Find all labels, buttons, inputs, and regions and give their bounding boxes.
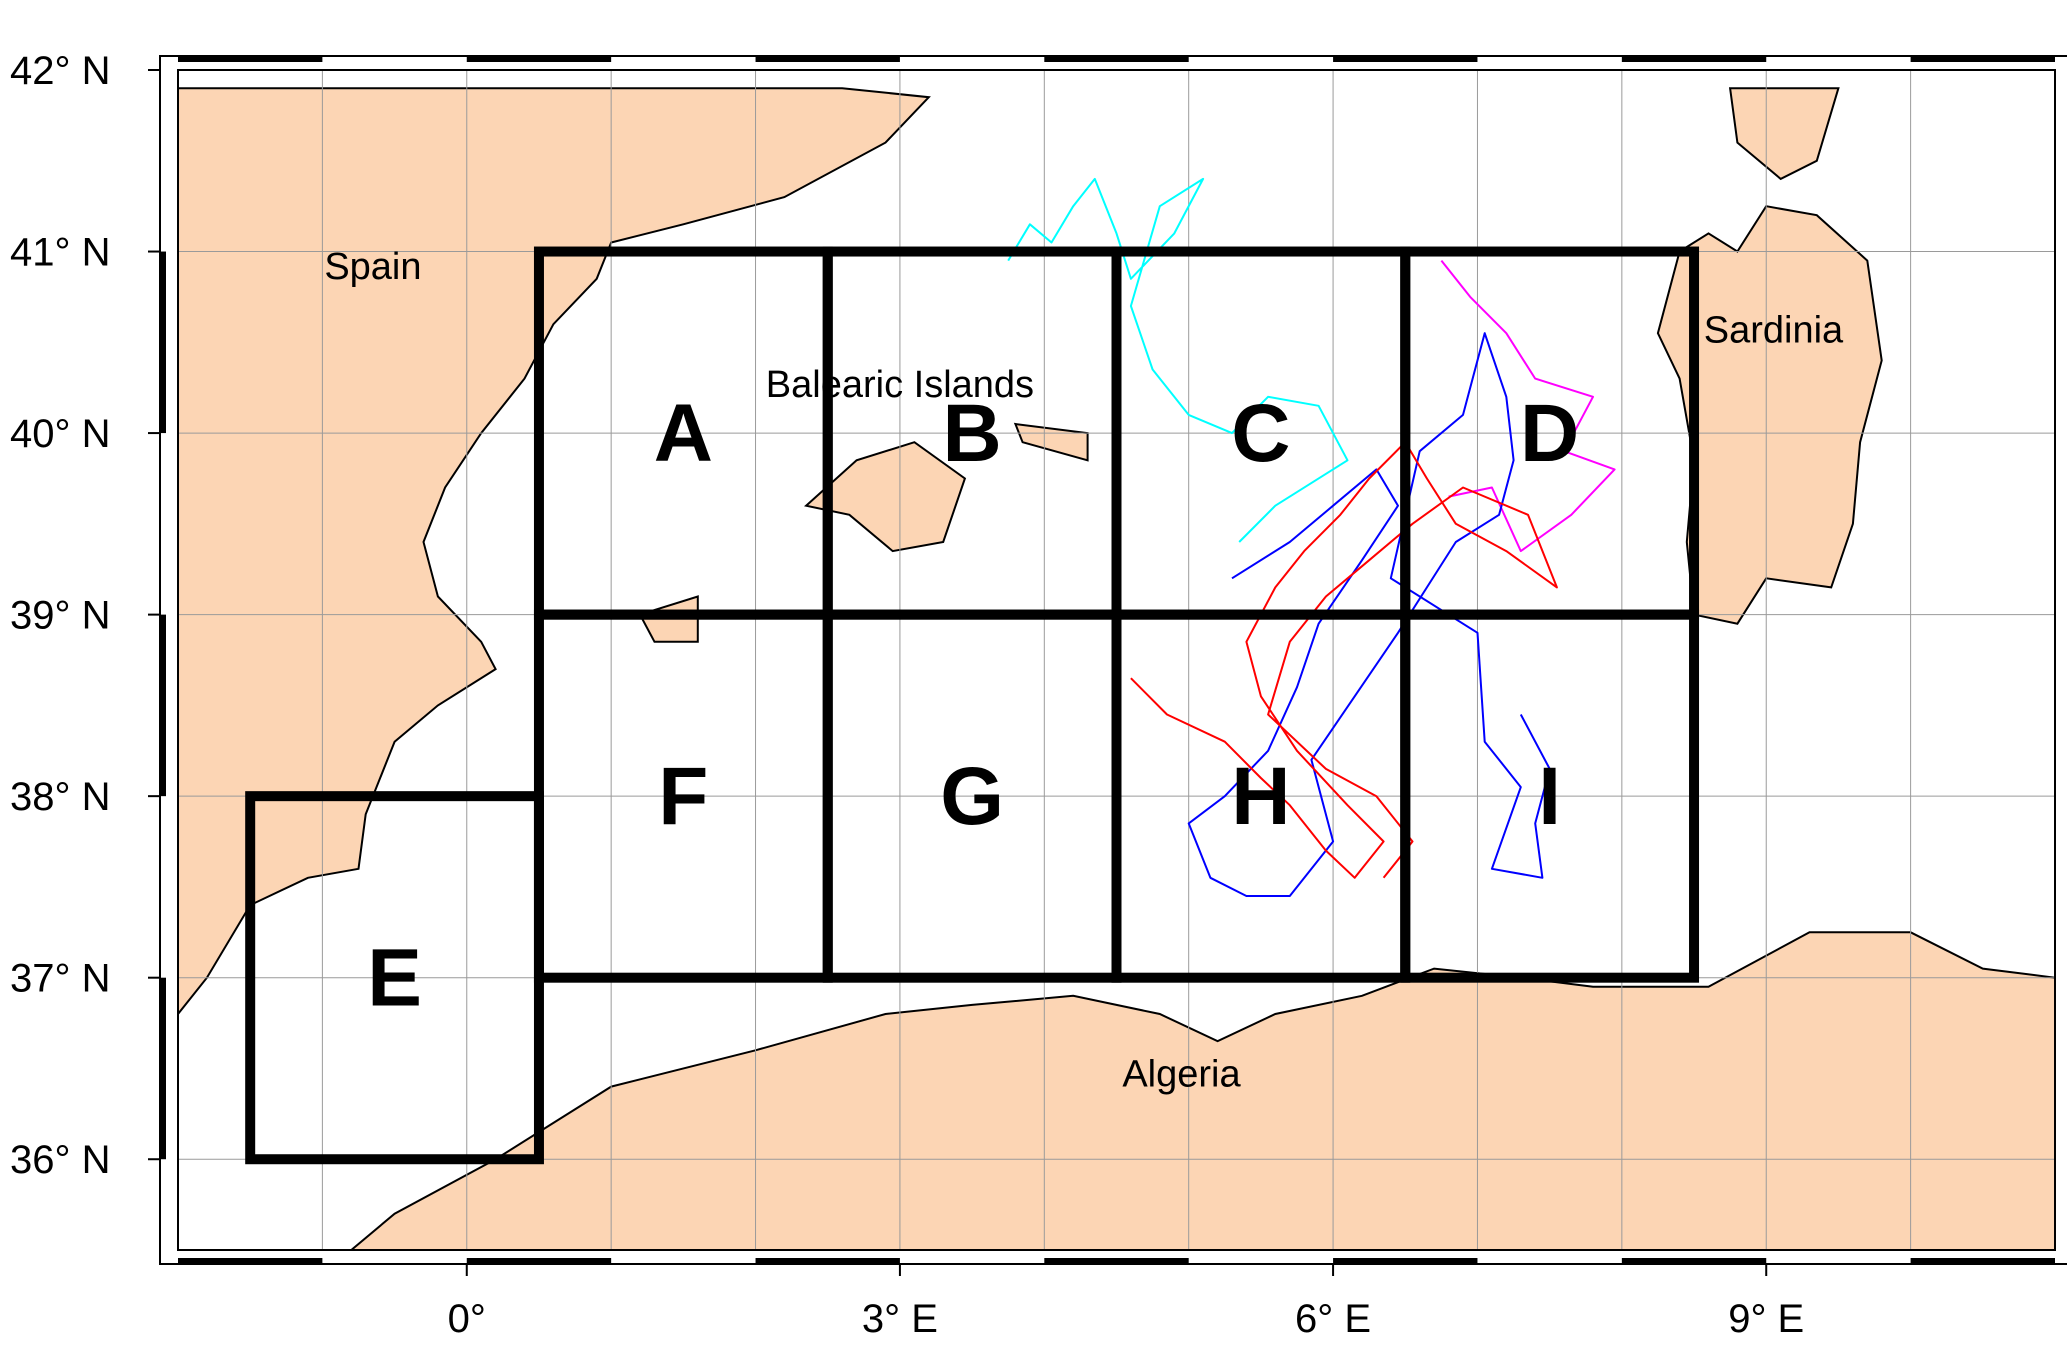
- lat-tick-label: 36° N: [10, 1138, 111, 1182]
- region-box-i: [1400, 609, 1700, 983]
- frame-bar: [160, 251, 166, 434]
- corsica-tip: [1728, 87, 1840, 181]
- region-label-c: C: [1231, 388, 1290, 479]
- frame-bar: [1910, 56, 2055, 62]
- drifter-track-2: [1440, 259, 1616, 553]
- region-label-i: I: [1538, 751, 1561, 842]
- lat-tick-label: 40° N: [10, 412, 111, 456]
- frame-bar: [1910, 1258, 2055, 1264]
- lon-tick-label: 0°: [448, 1297, 486, 1341]
- drifter-track-1: [1007, 177, 1349, 543]
- lat-tick-label: 42° N: [10, 49, 111, 93]
- frame-bar: [1333, 56, 1478, 62]
- frame-bar: [466, 56, 612, 62]
- region-label-d: D: [1520, 388, 1579, 479]
- menorca: [1013, 422, 1089, 462]
- lon-tick-label: 9° E: [1728, 1297, 1804, 1341]
- frame-bar: [1333, 1258, 1478, 1264]
- frame-bar: [1621, 56, 1767, 62]
- land-layer: [178, 87, 2055, 1250]
- region-boxes: A B C D E F G H I: [245, 246, 1700, 1165]
- lon-tick-label: 6° E: [1295, 1297, 1371, 1341]
- map-frame: [159, 55, 2067, 1265]
- spain-coast: [178, 87, 931, 1016]
- labels: 36° N 37° N 38° N 39° N 40° N 41° N 42° N 0° 3° …: [10, 49, 1844, 1341]
- region-label-g: G: [940, 751, 1004, 842]
- frame-bar: [466, 1258, 612, 1264]
- drifter-track-3: [1187, 332, 1551, 897]
- frame-bar: [178, 1258, 323, 1264]
- region-label-b: B: [943, 388, 1002, 479]
- frame-bar: [160, 977, 166, 1160]
- frame-inner: [177, 69, 2056, 1251]
- frame-bar: [1621, 1258, 1767, 1264]
- place-label-algeria: Algeria: [1122, 1054, 1241, 1096]
- region-label-h: H: [1231, 751, 1290, 842]
- lat-tick-label: 39° N: [10, 594, 111, 638]
- place-label-balearic-islands: Balearic Islands: [766, 364, 1034, 406]
- frame-bar: [1044, 56, 1189, 62]
- drifter-tracks: [1007, 177, 1616, 897]
- place-label-spain: Spain: [324, 246, 421, 288]
- lat-tick-label: 41° N: [10, 231, 111, 275]
- africa-coast: [349, 931, 2055, 1250]
- lat-tick-label: 38° N: [10, 775, 111, 819]
- frame-bar: [178, 56, 323, 62]
- place-label-sardinia: Sardinia: [1704, 309, 1844, 351]
- lon-tick-label: 3° E: [862, 1297, 938, 1341]
- frame-bar: [755, 56, 900, 62]
- mallorca: [803, 441, 967, 553]
- drifter-track-4: [1130, 441, 1558, 879]
- region-label-f: F: [658, 751, 708, 842]
- region-label-e: E: [367, 933, 422, 1024]
- frame-bar: [1044, 1258, 1189, 1264]
- region-label-a: A: [654, 388, 713, 479]
- lat-tick-label: 37° N: [10, 957, 111, 1001]
- frame-bar: [755, 1258, 900, 1264]
- frame-bar: [160, 614, 166, 797]
